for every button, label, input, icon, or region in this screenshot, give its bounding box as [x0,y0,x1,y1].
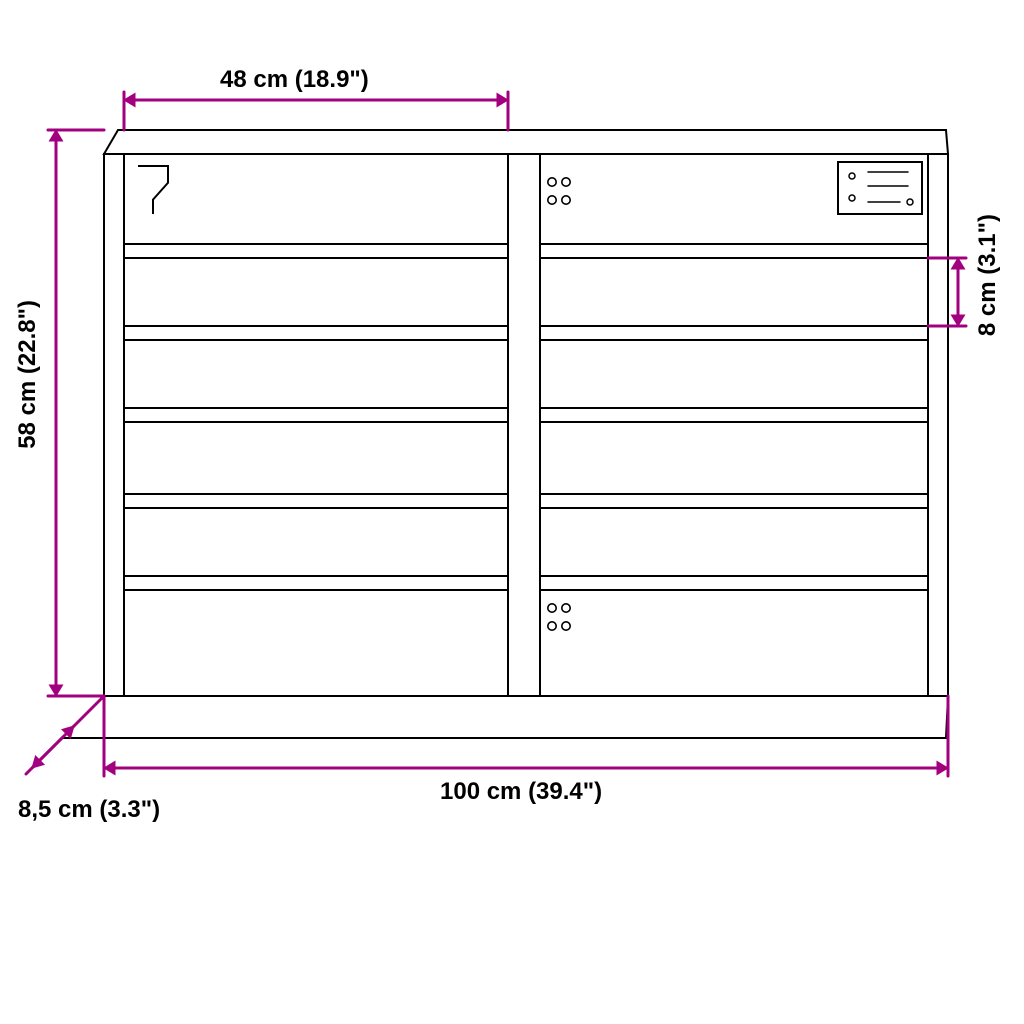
dim-top-label: 48 cm (18.9") [220,66,369,94]
dim-depth-label: 8,5 cm (3.3") [18,796,160,824]
dimension-drawing [0,0,1024,1024]
dim-height-label: 58 cm (22.8") [14,300,42,449]
dim-width-label: 100 cm (39.4") [440,778,602,806]
dim-shelf-label: 8 cm (3.1") [974,214,1002,336]
